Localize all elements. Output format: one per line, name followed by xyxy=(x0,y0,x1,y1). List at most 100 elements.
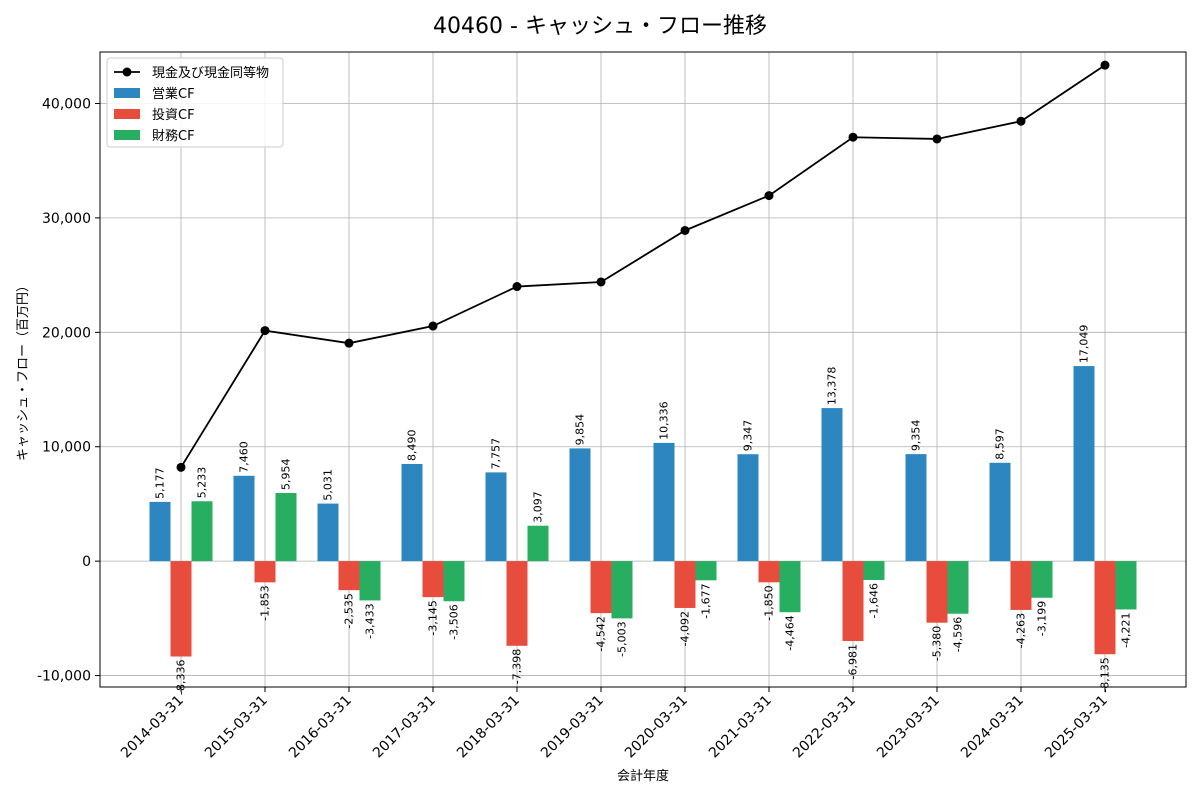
bar xyxy=(1010,561,1032,610)
bar xyxy=(149,501,171,562)
bar xyxy=(527,525,549,562)
x-tick-label: 2020-03-31 xyxy=(622,693,691,762)
cash-point xyxy=(260,326,270,336)
bar xyxy=(989,462,1011,562)
bar-data-label: 8,597 xyxy=(994,428,1007,460)
bars xyxy=(149,366,1137,657)
bar-data-label: 17,049 xyxy=(1078,325,1091,364)
bar-data-label: -2,535 xyxy=(343,593,356,628)
bar-data-label: 9,354 xyxy=(910,420,923,452)
cash-point xyxy=(848,132,858,142)
bar xyxy=(695,561,717,581)
bar-data-label: -8,336 xyxy=(175,660,188,695)
bar-data-label: -5,380 xyxy=(931,626,944,661)
bar xyxy=(905,454,927,562)
x-tick-label: 2025-03-31 xyxy=(1042,693,1111,762)
bar-data-label: -4,221 xyxy=(1120,612,1133,647)
bar xyxy=(485,472,507,562)
legend-label: 現金及び現金同等物 xyxy=(152,65,269,81)
x-tick-label: 2019-03-31 xyxy=(538,693,607,762)
bar xyxy=(779,561,801,613)
legend-label: 営業CF xyxy=(152,86,195,102)
cash-point xyxy=(680,225,690,235)
bar-data-label: -4,092 xyxy=(679,611,692,646)
bar xyxy=(170,561,192,657)
y-axis-label: キャッシュ・フロー（百万円） xyxy=(16,279,31,461)
bar-data-label: -1,853 xyxy=(259,585,272,620)
bar-data-label: -4,464 xyxy=(784,615,797,650)
cash-point xyxy=(596,277,606,287)
cash-line-series xyxy=(176,60,1110,472)
bar-data-labels: 5,177 7,460 5,031 8,490 7,757 9,854 10,336 9,34… xyxy=(154,325,1133,695)
bar xyxy=(926,561,948,623)
bar-data-label: -3,433 xyxy=(364,603,377,638)
bar xyxy=(191,501,213,562)
bar-data-label: 8,490 xyxy=(406,430,419,462)
legend-marker xyxy=(122,67,132,77)
bar xyxy=(275,493,297,562)
plot-frame xyxy=(99,51,1187,688)
x-tick-label: 2018-03-31 xyxy=(454,693,523,762)
bar xyxy=(863,561,885,580)
bar xyxy=(821,408,843,562)
y-tick-label: 30,000 xyxy=(42,211,91,227)
bar-data-label: -7,398 xyxy=(511,649,524,684)
bar xyxy=(233,475,255,562)
legend-swatch xyxy=(114,130,140,140)
cash-line xyxy=(180,64,1106,468)
bar xyxy=(1073,366,1095,562)
bar xyxy=(422,561,444,598)
bar-data-label: 9,347 xyxy=(742,420,755,452)
bar-data-label: -1,677 xyxy=(700,583,713,618)
bar-data-label: 3,097 xyxy=(532,491,545,523)
cash-point xyxy=(764,191,774,201)
bar xyxy=(611,561,633,619)
bar-data-label: 5,031 xyxy=(322,469,335,501)
bar-data-label: -1,850 xyxy=(763,585,776,620)
legend-swatch xyxy=(114,88,140,98)
cash-point xyxy=(932,134,942,144)
legend-label: 財務CF xyxy=(152,129,195,144)
bar-data-label: -5,003 xyxy=(616,621,629,656)
bar-data-label: -8,135 xyxy=(1099,657,1112,692)
bar xyxy=(317,503,339,562)
bar xyxy=(842,561,864,642)
y-tick-label: -10,000 xyxy=(37,669,91,685)
bar xyxy=(506,561,528,646)
bar xyxy=(401,464,423,562)
x-tick-label: 2014-03-31 xyxy=(118,693,187,762)
chart-title: 40460 - キャッシュ・フロー推移 xyxy=(433,14,767,39)
bar-data-label: -3,145 xyxy=(427,600,440,635)
bar-data-label: 7,460 xyxy=(238,441,251,473)
bar-data-label: 10,336 xyxy=(658,401,671,440)
bar-data-label: -1,646 xyxy=(868,583,881,618)
cash-point xyxy=(176,462,186,472)
x-tick-label: 2017-03-31 xyxy=(370,693,439,762)
bar xyxy=(674,561,696,608)
bar xyxy=(338,561,360,591)
bar-data-label: 5,177 xyxy=(154,467,167,499)
legend-swatch xyxy=(114,109,140,119)
x-tick-label: 2015-03-31 xyxy=(202,693,271,762)
bar-data-label: 13,378 xyxy=(826,367,839,406)
x-tick-label: 2022-03-31 xyxy=(790,693,859,762)
bar-data-label: -3,506 xyxy=(448,604,461,639)
cash-point xyxy=(1100,60,1110,70)
x-tick-label: 2024-03-31 xyxy=(958,693,1027,762)
bar xyxy=(254,561,276,583)
bar xyxy=(590,561,612,614)
bar-data-label: -4,542 xyxy=(595,616,608,651)
y-tick-label: 10,000 xyxy=(42,440,91,456)
bar-data-label: 7,757 xyxy=(490,438,503,470)
bar-data-label: -3,199 xyxy=(1036,601,1049,636)
x-tick-label: 2021-03-31 xyxy=(706,693,775,762)
cash-point xyxy=(344,338,354,348)
legend-box xyxy=(106,57,284,148)
bar xyxy=(1094,561,1116,655)
bar xyxy=(653,442,675,562)
bar xyxy=(758,561,780,583)
x-axis-label: 会計年度 xyxy=(617,768,669,784)
x-tick-label: 2016-03-31 xyxy=(286,693,355,762)
